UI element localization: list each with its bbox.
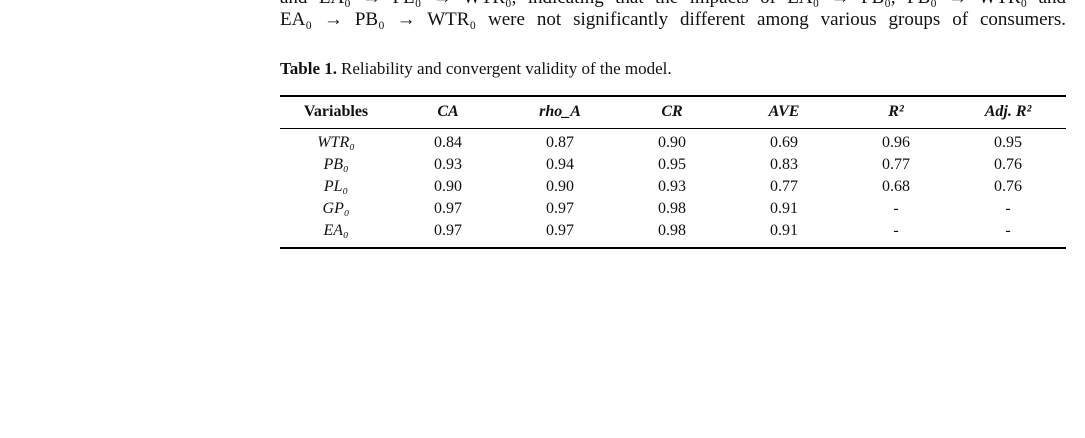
header-cell: R² — [888, 103, 904, 120]
caption-text: Reliability and convergent validity of t… — [341, 59, 672, 78]
header-cell: AVE — [768, 103, 800, 120]
table-cell: 0.68 — [882, 178, 910, 195]
bottom-rule — [280, 247, 1066, 249]
table-cell: 0.91 — [770, 222, 798, 239]
table-cell: 0.77 — [882, 156, 910, 173]
table-cell: 0.76 — [994, 156, 1022, 173]
header-cell: rho_A — [539, 103, 581, 120]
table-cell: 0.95 — [658, 156, 686, 173]
variable-name: EA₀ — [323, 222, 349, 239]
variable-name: PB₀ — [323, 156, 349, 173]
table-cell: - — [893, 200, 899, 217]
table-cell: 0.97 — [434, 222, 462, 239]
variable-name: WTR₀ — [317, 134, 355, 151]
table-cell: 0.97 — [546, 222, 574, 239]
caption: Table 1. Reliability and convergent valid… — [280, 59, 672, 79]
table-cell: - — [1005, 222, 1011, 239]
variable-name: PL₀ — [323, 178, 349, 195]
table-cell: 0.90 — [658, 134, 686, 151]
header-cell: Adj. R² — [984, 103, 1032, 120]
caption-label: Table 1. — [280, 59, 338, 78]
table-cell: 0.84 — [434, 134, 462, 151]
table-cell: 0.90 — [546, 178, 574, 195]
table-cell: 0.96 — [882, 134, 910, 151]
variable-name: GP₀ — [322, 200, 350, 217]
top-rule — [280, 95, 1066, 97]
table-cell: 0.97 — [546, 200, 574, 217]
table-cell: 0.93 — [434, 156, 462, 173]
table-cell: 0.87 — [546, 134, 574, 151]
text-line: and EA₀ → PL₀ → WTR₀, indicating that th… — [280, 0, 1066, 9]
table-cell: - — [1005, 200, 1011, 217]
table-cell: 0.98 — [658, 222, 686, 239]
table-cell: 0.94 — [546, 156, 574, 173]
table-cell: 0.91 — [770, 200, 798, 217]
table-cell: 0.98 — [658, 200, 686, 217]
table-cell: 0.93 — [658, 178, 686, 195]
header-cell: CA — [437, 103, 459, 120]
table-cell: 0.97 — [434, 200, 462, 217]
text-line: EA₀ → PB₀ → WTR₀ were not significantly … — [280, 9, 1066, 30]
table-cell: 0.95 — [994, 134, 1022, 151]
table-cell: 0.90 — [434, 178, 462, 195]
table-cell: 0.83 — [770, 156, 798, 173]
table-cell: 0.76 — [994, 178, 1022, 195]
header-cell: Variables — [303, 103, 369, 120]
table-cell: - — [893, 222, 899, 239]
table-cell: 0.77 — [770, 178, 798, 195]
table-cell: 0.69 — [770, 134, 798, 151]
mid-rule — [280, 128, 1066, 129]
header-cell: CR — [661, 103, 683, 120]
